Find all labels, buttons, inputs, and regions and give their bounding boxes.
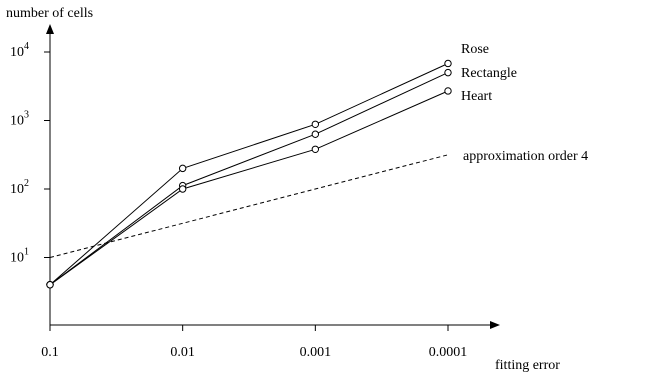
data-point <box>178 164 187 173</box>
series-label: Heart <box>461 89 492 104</box>
x-axis-label: fitting error <box>495 358 560 373</box>
y-tick-exponent: 4 <box>24 41 29 52</box>
y-tick-base: 10 <box>10 182 24 197</box>
series-label: approximation order 4 <box>463 149 588 164</box>
x-tick-label: 0.01 <box>170 345 195 360</box>
y-tick-base: 10 <box>10 251 24 266</box>
y-tick-label: 102 <box>10 178 29 197</box>
y-tick-label: 101 <box>10 247 29 266</box>
y-tick-exponent: 1 <box>24 247 29 258</box>
series-labels: Rose Rectangle Heart approximation order 4 <box>461 42 588 164</box>
x-tick-label: 0.0001 <box>429 345 468 360</box>
data-point <box>311 130 320 138</box>
y-tick-label: 103 <box>10 110 29 129</box>
data-point <box>444 87 452 95</box>
y-tick-base: 10 <box>10 45 24 60</box>
y-tick-exponent: 3 <box>24 110 29 121</box>
x-axis-arrow <box>490 321 500 329</box>
data-point <box>444 68 452 77</box>
data-point <box>311 145 320 153</box>
series-label: Rose <box>461 42 489 57</box>
x-ticks: 0.1 0.01 0.001 0.0001 <box>41 325 467 360</box>
series-group <box>46 59 452 289</box>
series-line <box>49 72 449 286</box>
y-tick-base: 10 <box>10 114 24 129</box>
series-line <box>49 90 449 286</box>
y-tick-label: 104 <box>10 41 29 60</box>
y-axis-arrow <box>46 24 54 34</box>
series-line <box>49 63 449 286</box>
series-line <box>49 154 449 258</box>
x-tick-label: 0.001 <box>300 345 332 360</box>
data-point <box>178 185 187 193</box>
data-point <box>444 59 452 68</box>
data-point <box>311 120 320 129</box>
axes <box>46 24 500 329</box>
data-point <box>46 281 54 289</box>
series-label: Rectangle <box>461 66 517 81</box>
x-tick-label: 0.1 <box>41 345 59 360</box>
y-tick-exponent: 2 <box>24 178 29 189</box>
y-axis-label: number of cells <box>6 6 93 21</box>
